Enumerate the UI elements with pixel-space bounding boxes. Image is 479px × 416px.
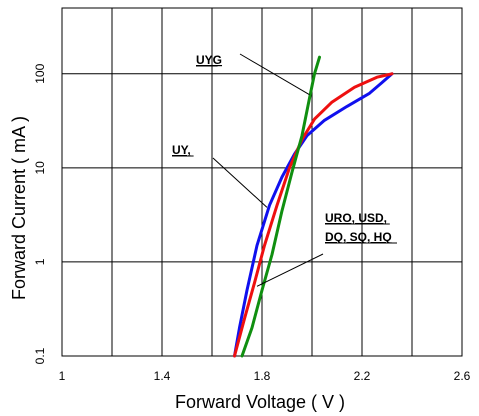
x-tick-label: 1.4 bbox=[154, 369, 171, 383]
annotation-leader-line bbox=[256, 253, 324, 287]
y-tick-label: 1 bbox=[33, 258, 47, 265]
annotation-label: UYG bbox=[196, 53, 222, 67]
annotation-leader-line bbox=[239, 53, 310, 96]
series-line-3 bbox=[240, 55, 321, 358]
x-tick-label: 1.8 bbox=[254, 369, 271, 383]
annotation-label: DQ, SQ, HQ bbox=[325, 230, 392, 244]
y-tick-label: 0.1 bbox=[33, 347, 47, 364]
y-tick-label: 100 bbox=[33, 63, 47, 83]
annotation-label: UY, bbox=[172, 143, 191, 157]
annotation-leader-line bbox=[212, 157, 268, 208]
x-tick-label: 2.2 bbox=[354, 369, 371, 383]
annotation-label: URO, USD, bbox=[325, 211, 387, 225]
y-tick-label: 10 bbox=[33, 161, 47, 175]
y-axis-label: Forward Current ( mA ) bbox=[9, 116, 29, 300]
x-tick-label: 1 bbox=[59, 369, 66, 383]
x-axis-label: Forward Voltage ( V ) bbox=[175, 392, 345, 412]
x-tick-label: 2.6 bbox=[454, 369, 471, 383]
